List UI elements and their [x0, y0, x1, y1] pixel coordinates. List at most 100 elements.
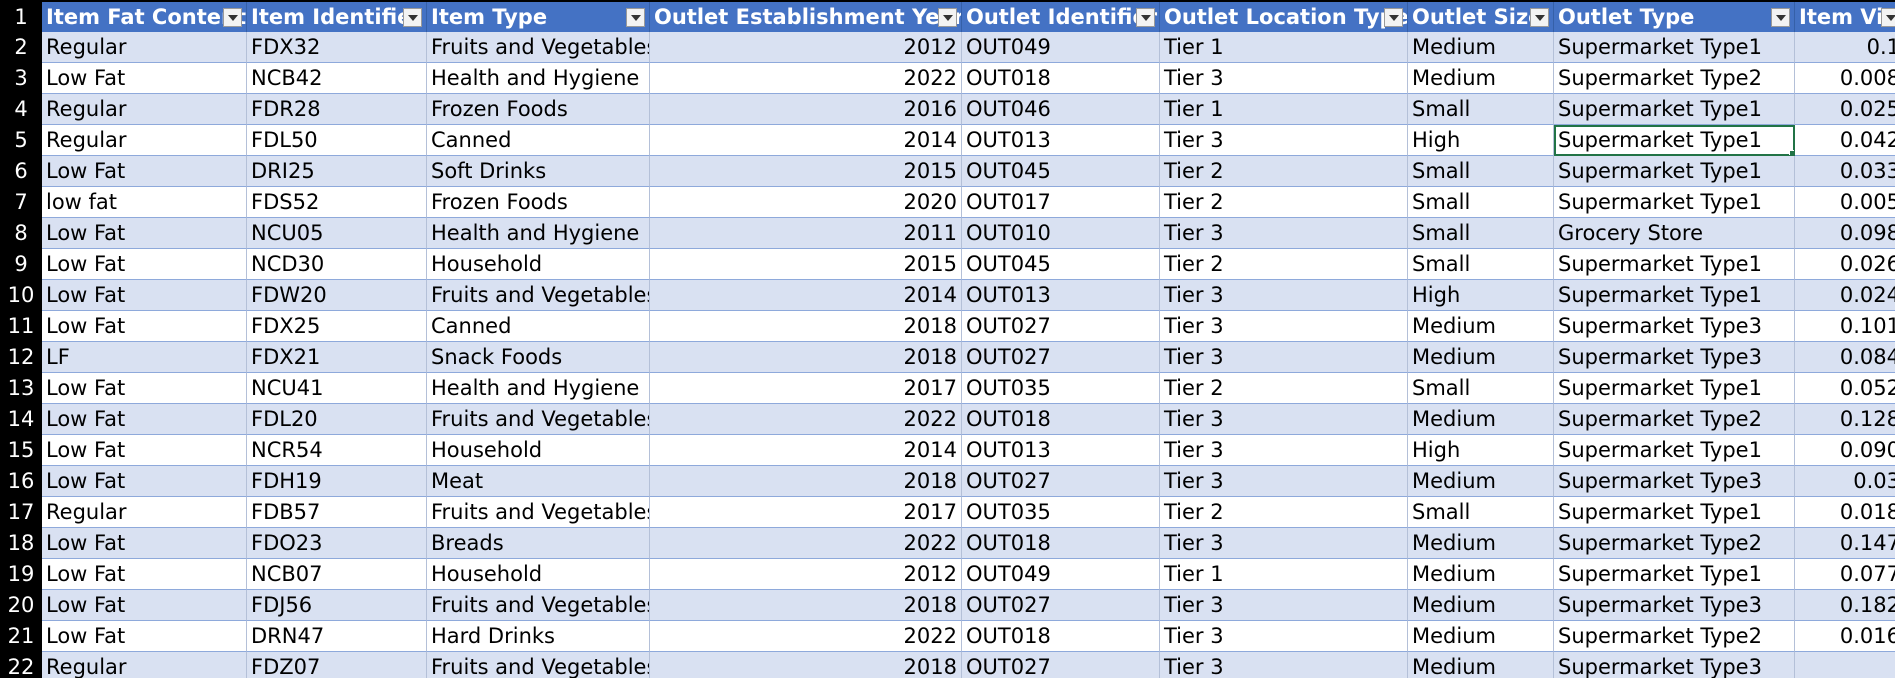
table-cell[interactable]: Low Fat	[42, 590, 247, 621]
table-cell[interactable]: Regular	[42, 94, 247, 125]
table-cell[interactable]: FDR28	[247, 94, 427, 125]
table-cell[interactable]: Medium	[1408, 466, 1554, 497]
table-cell[interactable]: FDX32	[247, 32, 427, 63]
table-cell[interactable]: 0.025	[1795, 94, 1895, 125]
table-cell[interactable]: Tier 3	[1160, 63, 1408, 94]
row-number[interactable]: 21	[0, 621, 42, 652]
table-cell[interactable]: 0.128	[1795, 404, 1895, 435]
table-cell[interactable]: 0.018	[1795, 497, 1895, 528]
table-cell[interactable]: Medium	[1408, 63, 1554, 94]
table-cell[interactable]: Low Fat	[42, 156, 247, 187]
table-cell[interactable]: Tier 3	[1160, 311, 1408, 342]
table-cell[interactable]: OUT013	[962, 125, 1160, 156]
table-cell[interactable]: FDB57	[247, 497, 427, 528]
table-cell[interactable]: Low Fat	[42, 280, 247, 311]
table-cell[interactable]: 2022	[650, 528, 962, 559]
table-cell[interactable]: FDO23	[247, 528, 427, 559]
table-cell[interactable]: 2014	[650, 435, 962, 466]
table-cell[interactable]: FDH19	[247, 466, 427, 497]
table-cell[interactable]: Hard Drinks	[427, 621, 650, 652]
column-header[interactable]: Item Identifier	[247, 2, 427, 33]
table-cell[interactable]: 2018	[650, 590, 962, 621]
table-cell[interactable]: OUT027	[962, 311, 1160, 342]
table-cell[interactable]: Supermarket Type3	[1554, 590, 1795, 621]
table-cell[interactable]: High	[1408, 125, 1554, 156]
row-number[interactable]: 18	[0, 528, 42, 559]
table-cell[interactable]: Low Fat	[42, 249, 247, 280]
row-number[interactable]: 16	[0, 466, 42, 497]
table-cell[interactable]: Tier 3	[1160, 342, 1408, 373]
filter-dropdown-icon[interactable]	[1771, 8, 1790, 27]
table-cell[interactable]: Tier 3	[1160, 466, 1408, 497]
table-cell[interactable]: Supermarket Type3	[1554, 652, 1795, 678]
row-number[interactable]: 5	[0, 125, 42, 156]
table-cell[interactable]: Low Fat	[42, 404, 247, 435]
table-cell[interactable]: Canned	[427, 311, 650, 342]
table-cell[interactable]: 2014	[650, 280, 962, 311]
table-cell[interactable]: 2017	[650, 373, 962, 404]
row-number[interactable]: 7	[0, 187, 42, 218]
table-cell[interactable]: Tier 3	[1160, 218, 1408, 249]
table-cell[interactable]: Low Fat	[42, 63, 247, 94]
table-cell[interactable]: 0.084	[1795, 342, 1895, 373]
table-cell[interactable]: OUT018	[962, 404, 1160, 435]
table-cell[interactable]: OUT049	[962, 32, 1160, 63]
table-cell[interactable]: OUT013	[962, 280, 1160, 311]
table-cell[interactable]: Small	[1408, 94, 1554, 125]
row-number[interactable]: 11	[0, 311, 42, 342]
table-cell[interactable]: OUT018	[962, 63, 1160, 94]
table-cell[interactable]: Low Fat	[42, 218, 247, 249]
table-cell[interactable]: 2022	[650, 404, 962, 435]
table-cell[interactable]: Supermarket Type3	[1554, 311, 1795, 342]
column-header[interactable]: Item Type	[427, 2, 650, 33]
table-cell[interactable]: Tier 3	[1160, 590, 1408, 621]
table-cell[interactable]: Fruits and Vegetables	[427, 32, 650, 63]
row-number[interactable]: 10	[0, 280, 42, 311]
table-cell[interactable]: low fat	[42, 187, 247, 218]
table-cell[interactable]: Supermarket Type1	[1554, 280, 1795, 311]
filter-dropdown-icon[interactable]	[626, 8, 645, 27]
row-number[interactable]: 19	[0, 559, 42, 590]
table-cell[interactable]: Regular	[42, 125, 247, 156]
row-number[interactable]: 20	[0, 590, 42, 621]
filter-dropdown-icon[interactable]	[403, 8, 422, 27]
table-cell[interactable]: Supermarket Type1	[1554, 559, 1795, 590]
table-cell[interactable]: Small	[1408, 373, 1554, 404]
table-cell[interactable]: Supermarket Type2	[1554, 528, 1795, 559]
table-cell[interactable]: OUT049	[962, 559, 1160, 590]
table-cell[interactable]: 0.024	[1795, 280, 1895, 311]
table-cell[interactable]: NCR54	[247, 435, 427, 466]
selected-cell[interactable]: Supermarket Type1	[1554, 125, 1795, 156]
table-cell[interactable]: FDS52	[247, 187, 427, 218]
table-cell[interactable]: Supermarket Type3	[1554, 466, 1795, 497]
table-cell[interactable]: OUT027	[962, 652, 1160, 678]
table-cell[interactable]: Medium	[1408, 342, 1554, 373]
table-cell[interactable]: 2012	[650, 32, 962, 63]
table-cell[interactable]: DRI25	[247, 156, 427, 187]
table-cell[interactable]: Small	[1408, 218, 1554, 249]
table-cell[interactable]: 0.098	[1795, 218, 1895, 249]
table-cell[interactable]: OUT046	[962, 94, 1160, 125]
table-cell[interactable]: OUT018	[962, 621, 1160, 652]
table-cell[interactable]: OUT027	[962, 466, 1160, 497]
table-cell[interactable]: 0.005	[1795, 187, 1895, 218]
table-cell[interactable]: 0.182	[1795, 590, 1895, 621]
table-cell[interactable]: FDL50	[247, 125, 427, 156]
table-cell[interactable]: Low Fat	[42, 559, 247, 590]
table-cell[interactable]: 2011	[650, 218, 962, 249]
table-cell[interactable]: 2015	[650, 156, 962, 187]
row-number[interactable]: 3	[0, 63, 42, 94]
table-cell[interactable]: 0.042	[1795, 125, 1895, 156]
table-cell[interactable]: Medium	[1408, 32, 1554, 63]
table-cell[interactable]: 2020	[650, 187, 962, 218]
row-number[interactable]: 8	[0, 218, 42, 249]
table-cell[interactable]: 0.026	[1795, 249, 1895, 280]
table-cell[interactable]: DRN47	[247, 621, 427, 652]
table-cell[interactable]: FDJ56	[247, 590, 427, 621]
table-cell[interactable]: FDZ07	[247, 652, 427, 678]
table-cell[interactable]: Small	[1408, 156, 1554, 187]
row-number[interactable]: 17	[0, 497, 42, 528]
column-header[interactable]: Item Visi	[1795, 2, 1895, 33]
table-cell[interactable]: Low Fat	[42, 435, 247, 466]
table-cell[interactable]: Medium	[1408, 528, 1554, 559]
